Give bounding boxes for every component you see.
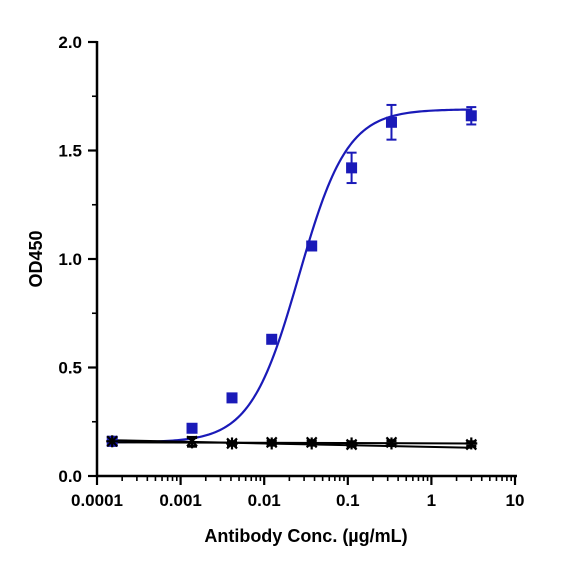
x-tick-label: 1 bbox=[427, 491, 436, 510]
data-point-plus bbox=[186, 436, 199, 449]
y-tick-label: 0.0 bbox=[58, 467, 82, 486]
data-point-plus bbox=[265, 437, 278, 450]
data-point-plus bbox=[226, 437, 239, 450]
data-point-plus bbox=[345, 437, 358, 450]
y-tick-label: 0.5 bbox=[58, 359, 82, 378]
x-axis-ticks: 0.0001 0.001 0.01 0.1 1 10 bbox=[71, 476, 524, 510]
y-tick-label: 1.0 bbox=[58, 250, 82, 269]
data-point-square bbox=[385, 116, 397, 128]
data-point-plus bbox=[305, 437, 318, 450]
axes bbox=[95, 41, 517, 478]
data-point-square bbox=[266, 333, 278, 345]
fit-curves bbox=[112, 108, 472, 449]
y-axis-ticks: 0.0 0.5 1.0 1.5 2.0 bbox=[58, 33, 97, 486]
data-point-plus bbox=[465, 437, 478, 450]
x-axis-title: Antibody Conc. (µg/mL) bbox=[204, 526, 407, 546]
data-point-plus bbox=[106, 435, 119, 448]
x-tick-label: 10 bbox=[506, 491, 525, 510]
data-point-square bbox=[226, 392, 238, 404]
data-point-square bbox=[306, 240, 318, 252]
x-tick-label: 0.001 bbox=[159, 491, 202, 510]
fit-line bbox=[112, 441, 472, 445]
data-point-square bbox=[186, 422, 198, 434]
y-tick-label: 1.5 bbox=[58, 142, 82, 161]
data-markers bbox=[106, 110, 478, 451]
fit-curve bbox=[112, 108, 472, 444]
x-tick-label: 0.01 bbox=[248, 491, 281, 510]
y-axis-title: OD450 bbox=[26, 230, 46, 287]
error-bars bbox=[107, 103, 477, 448]
x-tick-label: 0.0001 bbox=[71, 491, 123, 510]
x-tick-label: 0.1 bbox=[336, 491, 360, 510]
y-tick-label: 2.0 bbox=[58, 33, 82, 52]
fit-line bbox=[112, 439, 472, 449]
data-point-plus bbox=[385, 437, 398, 450]
data-point-square bbox=[465, 110, 477, 122]
data-point-square bbox=[346, 162, 358, 174]
